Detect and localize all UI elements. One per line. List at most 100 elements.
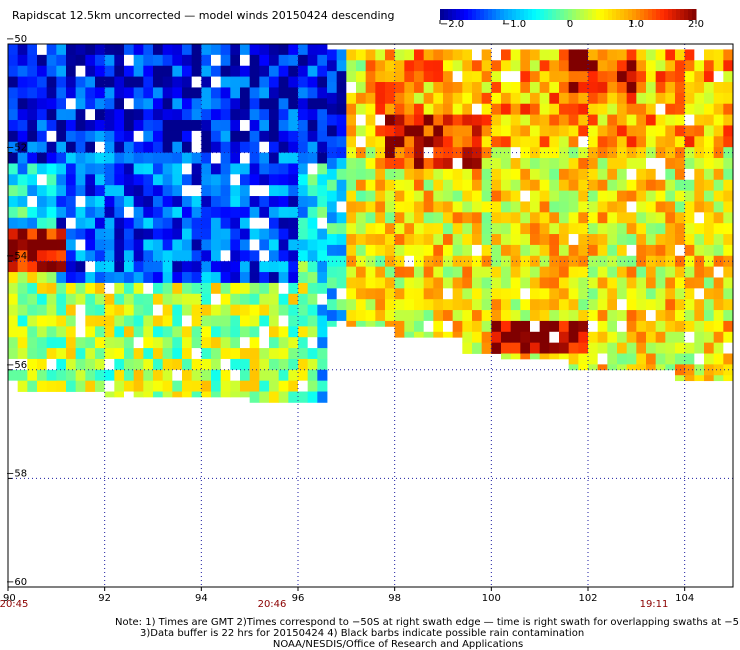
heatmap-cell <box>46 87 57 99</box>
heatmap-cell <box>491 244 502 257</box>
heatmap-cell <box>220 337 231 349</box>
heatmap-cell <box>66 282 77 295</box>
heatmap-cell <box>520 179 531 192</box>
heatmap-cell <box>201 152 212 164</box>
colorbar-segment <box>496 9 501 20</box>
heatmap-cell <box>182 304 193 316</box>
heatmap-cell <box>288 239 299 251</box>
heatmap-cell <box>617 71 628 83</box>
heatmap-cell <box>46 293 57 306</box>
heatmap-cell <box>46 130 57 143</box>
heatmap-cell <box>162 185 173 197</box>
heatmap-cell <box>230 130 241 143</box>
heatmap-cell <box>356 179 367 192</box>
heatmap-cell <box>684 266 695 278</box>
heatmap-cell <box>472 103 483 115</box>
heatmap-cell <box>133 130 144 143</box>
heatmap-cell <box>307 380 318 392</box>
heatmap-cell <box>211 141 222 153</box>
heatmap-cell <box>626 310 637 322</box>
heatmap-cell <box>298 65 309 77</box>
heatmap-cell <box>104 87 115 99</box>
heatmap-cell <box>336 320 347 327</box>
heatmap-cell <box>394 277 405 289</box>
heatmap-cell <box>394 147 405 159</box>
heatmap-cell <box>472 310 483 322</box>
heatmap-cell <box>597 255 608 268</box>
heatmap-cell <box>462 71 473 83</box>
heatmap-cell <box>288 326 299 338</box>
heatmap-cell <box>597 244 608 257</box>
heatmap-cell <box>520 125 531 137</box>
heatmap-cell <box>27 315 38 327</box>
heatmap-cell <box>269 54 280 67</box>
heatmap-cell <box>133 196 144 208</box>
heatmap-cell <box>375 71 386 83</box>
colorbar-segment <box>676 9 681 20</box>
heatmap-cell <box>684 82 695 94</box>
heatmap-cell <box>636 158 647 170</box>
heatmap-cell <box>462 299 473 311</box>
heatmap-cell <box>230 380 241 392</box>
heatmap-cell <box>568 103 579 115</box>
heatmap-cell <box>278 380 289 392</box>
heatmap-cell <box>713 266 724 278</box>
heatmap-cell <box>259 109 270 121</box>
heatmap-cell <box>462 288 473 300</box>
heatmap-cell <box>694 310 705 322</box>
heatmap-cell <box>278 293 289 306</box>
heatmap-cell <box>37 65 48 77</box>
heatmap-cell <box>346 190 357 202</box>
heatmap-cell <box>501 114 512 126</box>
heatmap-cell <box>46 369 57 382</box>
heatmap-cell <box>626 92 637 105</box>
heatmap-cell <box>510 125 521 137</box>
heatmap-cell <box>17 98 28 110</box>
heatmap-cell <box>636 266 647 278</box>
heatmap-cell <box>433 71 444 83</box>
heatmap-cell <box>452 168 463 181</box>
heatmap-cell <box>8 65 19 77</box>
heatmap-cell <box>298 120 309 132</box>
heatmap-cell <box>626 244 637 257</box>
heatmap-cell <box>162 87 173 99</box>
heatmap-cell <box>356 201 367 213</box>
heatmap-cell <box>8 54 19 67</box>
heatmap-cell <box>394 49 405 61</box>
colorbar-segment <box>608 9 613 20</box>
heatmap-cell <box>375 310 386 322</box>
heatmap-cell <box>307 282 318 295</box>
heatmap-cell <box>675 342 686 354</box>
heatmap-cell <box>510 212 521 224</box>
heatmap-cell <box>240 54 251 67</box>
heatmap-cell <box>201 130 212 143</box>
heatmap-cell <box>56 337 67 349</box>
heatmap-cell <box>694 223 705 235</box>
colorbar-segment <box>472 9 477 20</box>
heatmap-cell <box>288 337 299 349</box>
heatmap-cell <box>568 125 579 137</box>
heatmap-cell <box>346 299 357 311</box>
heatmap-cell <box>365 244 376 257</box>
heatmap-cell <box>443 266 454 278</box>
heatmap-cell <box>665 103 676 115</box>
heatmap-cell <box>114 228 125 240</box>
heatmap-cell <box>346 168 357 181</box>
heatmap-cell <box>143 304 154 316</box>
heatmap-cell <box>114 98 125 110</box>
heatmap-cell <box>288 250 299 262</box>
heatmap-cell <box>481 320 492 333</box>
heatmap-cell <box>124 293 135 306</box>
note-line-1: Note: 1) Times are GMT 2)Times correspon… <box>115 617 740 628</box>
heatmap-cell <box>684 320 695 333</box>
heatmap-cell <box>636 331 647 344</box>
heatmap-cell <box>452 310 463 322</box>
heatmap-cell <box>597 168 608 181</box>
heatmap-cell <box>636 212 647 224</box>
heatmap-cell <box>269 282 280 295</box>
heatmap-cell <box>288 206 299 219</box>
colorbar-segment <box>456 9 461 20</box>
heatmap-cell <box>646 353 657 365</box>
heatmap-cell <box>423 168 434 181</box>
heatmap-cell <box>414 234 425 246</box>
